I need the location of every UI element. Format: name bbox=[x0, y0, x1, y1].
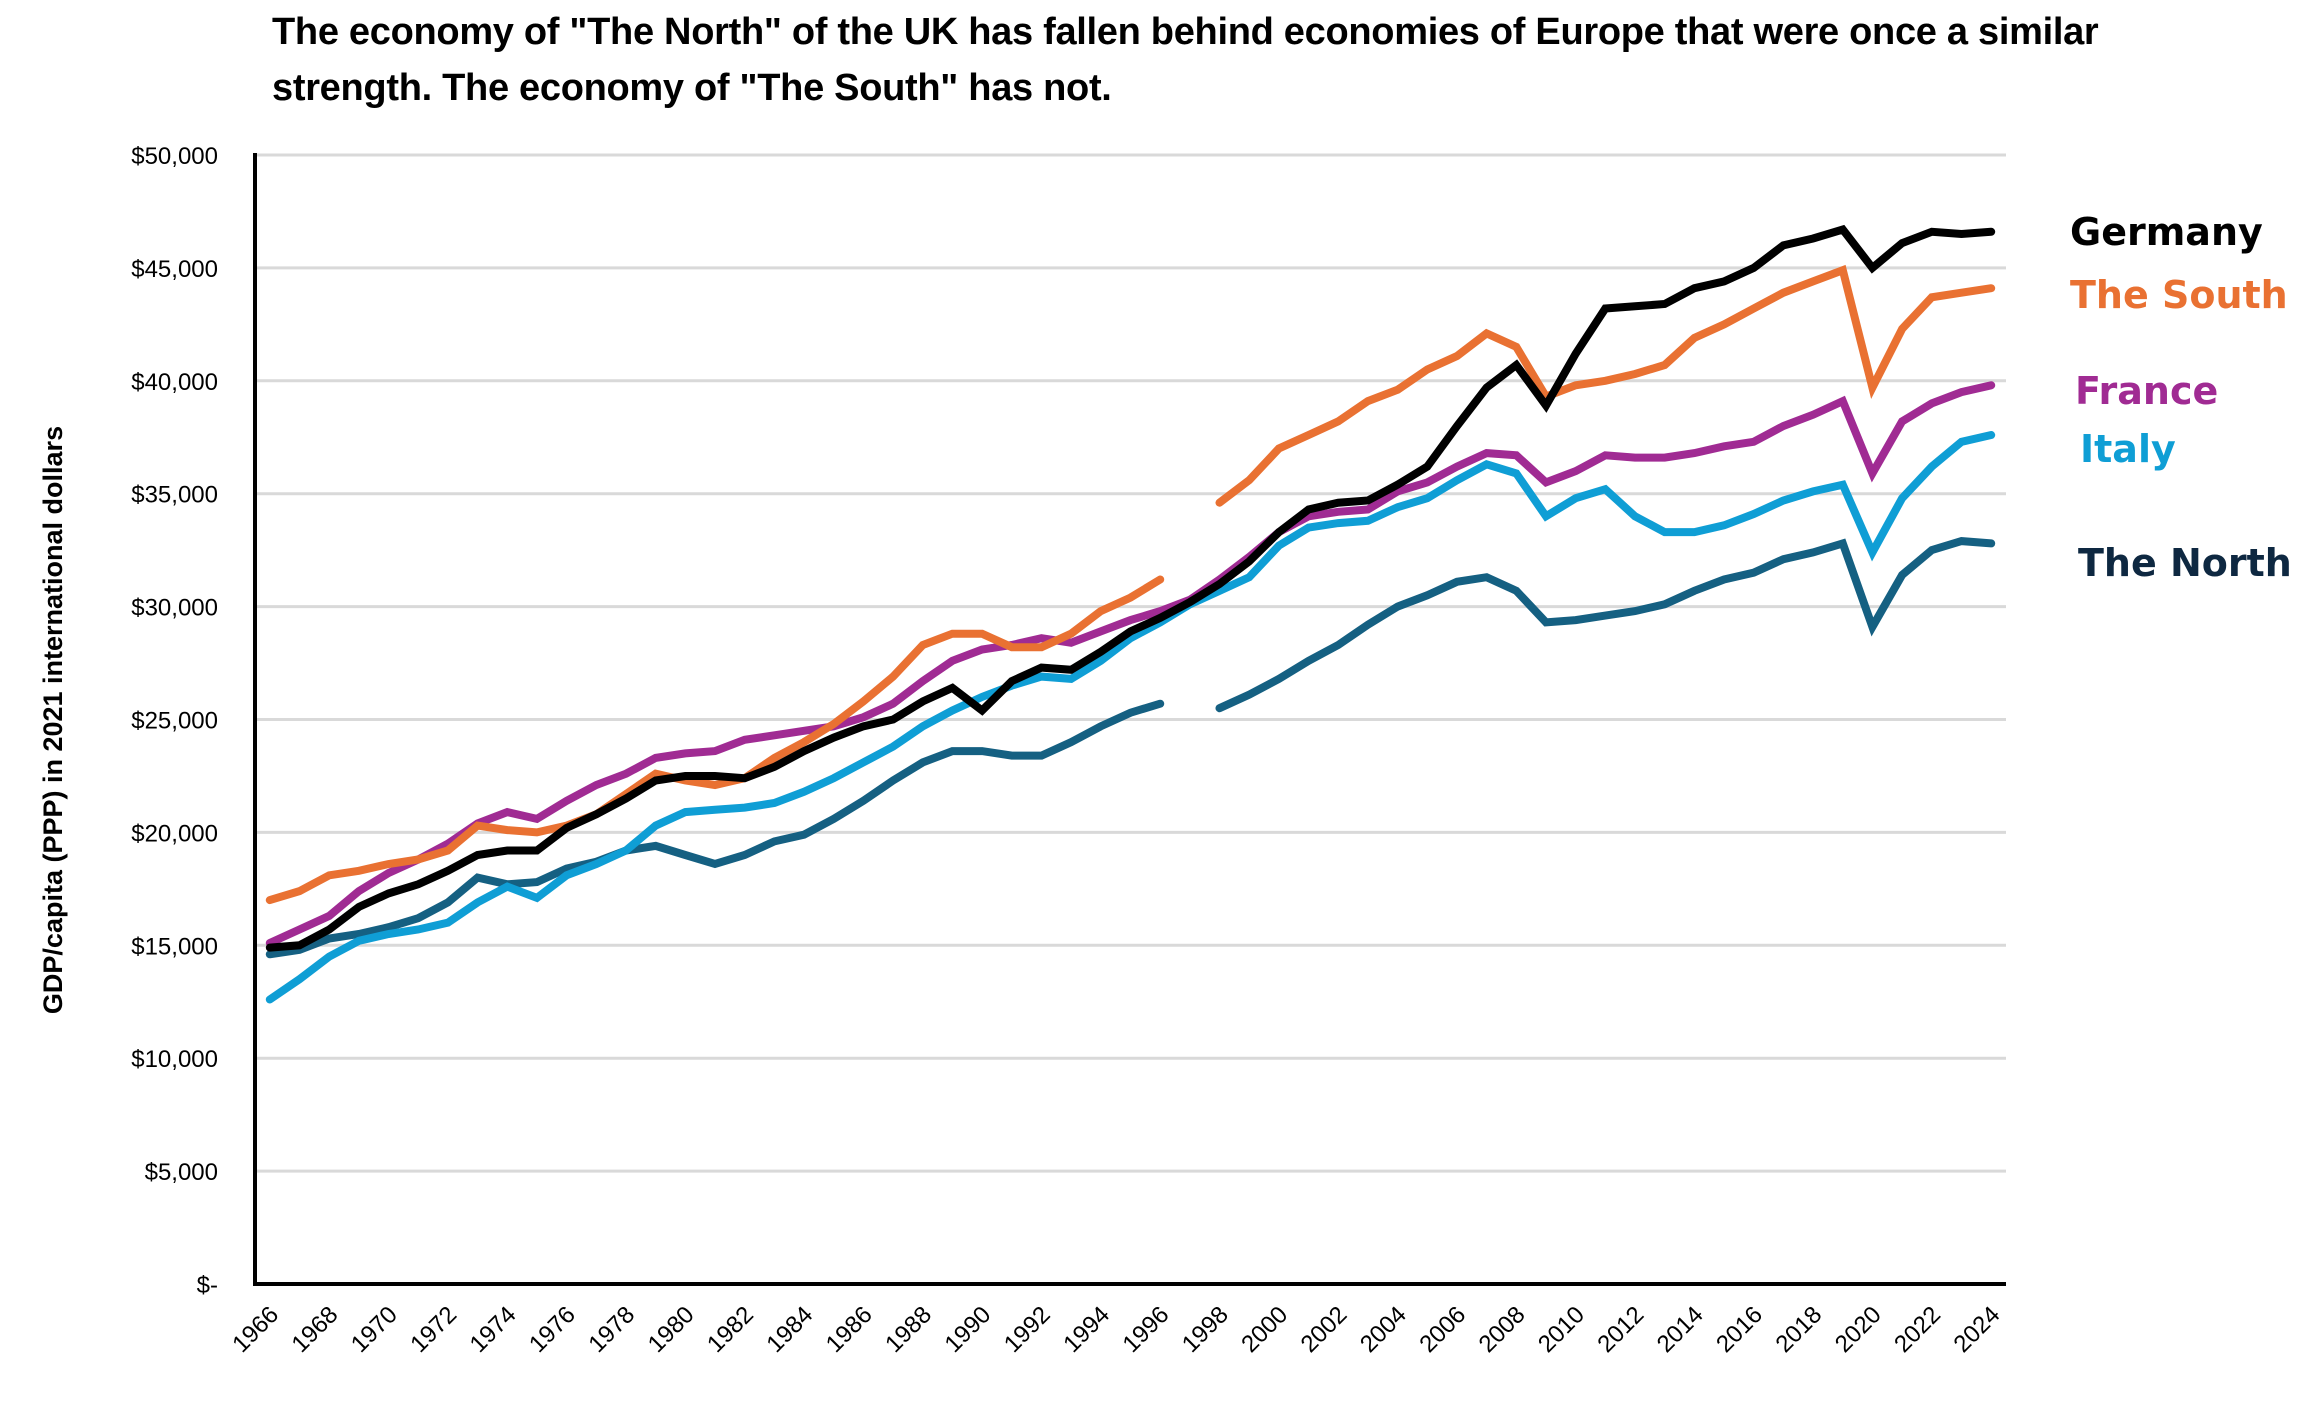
x-tick-label: 2002 bbox=[1296, 1301, 1353, 1358]
series-germany bbox=[265, 224, 1996, 952]
y-tick-label: $25,000 bbox=[131, 708, 218, 735]
y-tick-label: $10,000 bbox=[131, 1046, 218, 1073]
y-tick-label: $35,000 bbox=[131, 482, 218, 509]
x-tick-label: 1994 bbox=[1058, 1301, 1115, 1358]
gridlines bbox=[255, 153, 2006, 1173]
x-axis-ticks: 1966 1968 1970 1972 1974 1976 1978 1980 1982 1984… bbox=[227, 1301, 2005, 1358]
x-tick-label: 1988 bbox=[880, 1301, 937, 1358]
x-tick-label: 2006 bbox=[1414, 1301, 1471, 1358]
y-tick-label: $20,000 bbox=[131, 820, 218, 847]
legend-label-germany: Germany bbox=[2070, 210, 2263, 254]
x-tick-label: 1982 bbox=[702, 1301, 759, 1358]
axes bbox=[253, 153, 2006, 1286]
series-line-segment bbox=[265, 699, 1165, 959]
x-tick-label: 1974 bbox=[465, 1301, 522, 1358]
series-line-segment bbox=[265, 381, 1996, 947]
x-tick-label: 2018 bbox=[1770, 1301, 1827, 1358]
x-tick-label: 1980 bbox=[643, 1301, 700, 1358]
x-tick-label: 1986 bbox=[821, 1301, 878, 1358]
y-tick-label: $40,000 bbox=[131, 369, 218, 396]
series-line-segment bbox=[1215, 537, 1996, 713]
x-tick-label: 1968 bbox=[287, 1301, 344, 1358]
series-line-segment bbox=[265, 431, 1996, 1004]
series-france bbox=[265, 381, 1996, 947]
x-tick-label: 1996 bbox=[1118, 1301, 1175, 1358]
x-tick-label: 1966 bbox=[227, 1301, 284, 1358]
x-tick-label: 1984 bbox=[761, 1301, 818, 1358]
x-tick-label: 1998 bbox=[1177, 1301, 1234, 1358]
x-tick-label: 1970 bbox=[346, 1301, 403, 1358]
y-tick-label: $15,000 bbox=[131, 933, 218, 960]
x-tick-label: 1990 bbox=[940, 1301, 997, 1358]
legend-label-italy: Italy bbox=[2080, 427, 2176, 471]
series-line-segment bbox=[265, 575, 1165, 905]
x-tick-label: 1978 bbox=[583, 1301, 640, 1358]
x-tick-label: 1976 bbox=[524, 1301, 581, 1358]
series-lines bbox=[265, 224, 1996, 1004]
y-axis-ticks: $- $5,000 $10,000 $15,000 $20,000 $25,000 $30,… bbox=[131, 143, 218, 1299]
series-line-segment bbox=[265, 224, 1996, 952]
y-tick-label: $- bbox=[197, 1272, 218, 1299]
x-tick-label: 2000 bbox=[1236, 1301, 1293, 1358]
legend-label-the-north: The North bbox=[2078, 541, 2292, 585]
legend-label-france: France bbox=[2075, 369, 2218, 413]
x-tick-label: 2010 bbox=[1533, 1301, 1590, 1358]
y-tick-label: $50,000 bbox=[131, 143, 218, 170]
x-tick-label: 2014 bbox=[1652, 1301, 1709, 1358]
x-tick-label: 2012 bbox=[1592, 1301, 1649, 1358]
y-tick-label: $30,000 bbox=[131, 595, 218, 622]
x-tick-label: 2022 bbox=[1889, 1301, 1946, 1358]
y-axis-label: GDP/capita (PPP) in 2021 international d… bbox=[38, 426, 68, 1014]
x-tick-label: 1992 bbox=[999, 1301, 1056, 1358]
x-tick-label: 2004 bbox=[1355, 1301, 1412, 1358]
x-tick-label: 2008 bbox=[1474, 1301, 1531, 1358]
series-italy bbox=[265, 431, 1996, 1004]
y-tick-label: $45,000 bbox=[131, 256, 218, 283]
chart-title: The economy of "The North" of the UK has… bbox=[272, 11, 2099, 109]
legend-label-the-south: The South bbox=[2070, 273, 2288, 317]
legend: Germany The South France Italy The North bbox=[2070, 210, 2292, 585]
x-tick-label: 2016 bbox=[1711, 1301, 1768, 1358]
x-tick-label: 2020 bbox=[1830, 1301, 1887, 1358]
x-tick-label: 1972 bbox=[405, 1301, 462, 1358]
y-tick-label: $5,000 bbox=[145, 1159, 218, 1186]
x-tick-label: 2024 bbox=[1949, 1301, 2006, 1358]
series-the-south bbox=[265, 264, 1996, 905]
